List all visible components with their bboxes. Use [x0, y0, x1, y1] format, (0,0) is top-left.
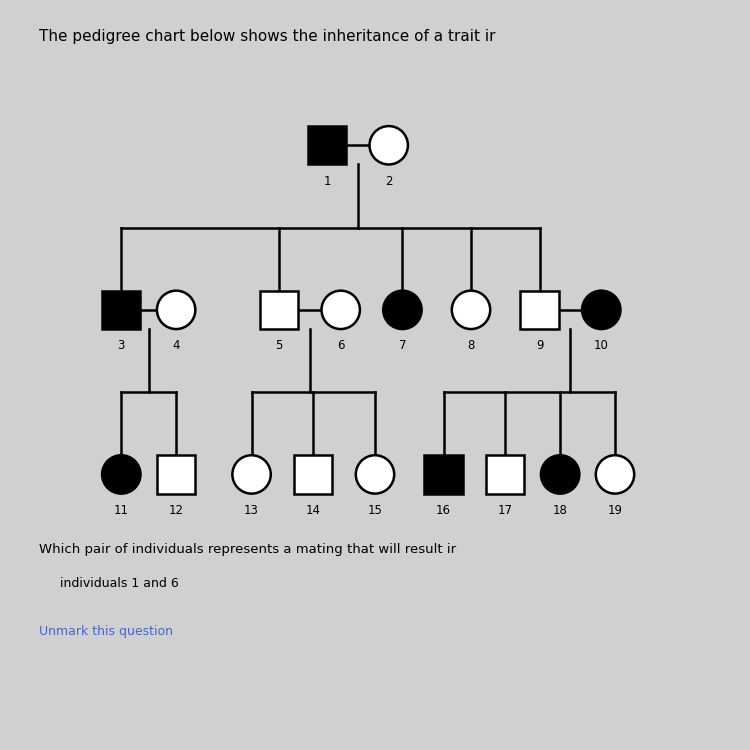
- Text: 8: 8: [467, 339, 475, 352]
- Circle shape: [370, 126, 408, 164]
- Circle shape: [322, 291, 360, 329]
- FancyBboxPatch shape: [102, 291, 140, 329]
- FancyBboxPatch shape: [486, 455, 524, 494]
- Circle shape: [157, 291, 195, 329]
- Circle shape: [232, 455, 271, 494]
- Text: 13: 13: [244, 504, 259, 517]
- FancyBboxPatch shape: [157, 455, 195, 494]
- Circle shape: [452, 291, 491, 329]
- Text: 19: 19: [608, 504, 622, 517]
- Circle shape: [541, 455, 579, 494]
- Text: 1: 1: [323, 175, 331, 188]
- Text: 10: 10: [594, 339, 609, 352]
- Text: 7: 7: [399, 339, 406, 352]
- Text: 12: 12: [169, 504, 184, 517]
- Text: The pedigree chart below shows the inheritance of a trait ir: The pedigree chart below shows the inher…: [39, 28, 496, 44]
- Text: 14: 14: [306, 504, 321, 517]
- FancyBboxPatch shape: [520, 291, 559, 329]
- Text: Unmark this question: Unmark this question: [39, 626, 173, 638]
- Text: individuals 1 and 6: individuals 1 and 6: [59, 578, 178, 590]
- Text: Which pair of individuals represents a mating that will result ir: Which pair of individuals represents a m…: [39, 543, 456, 556]
- Circle shape: [596, 455, 634, 494]
- Circle shape: [356, 455, 395, 494]
- FancyBboxPatch shape: [294, 455, 332, 494]
- Text: 16: 16: [436, 504, 451, 517]
- FancyBboxPatch shape: [308, 126, 347, 164]
- Text: 17: 17: [498, 504, 513, 517]
- Text: 3: 3: [118, 339, 125, 352]
- Text: 6: 6: [337, 339, 344, 352]
- Text: 2: 2: [385, 175, 392, 188]
- FancyBboxPatch shape: [260, 291, 299, 329]
- Text: 18: 18: [553, 504, 568, 517]
- FancyBboxPatch shape: [424, 455, 463, 494]
- Text: 15: 15: [368, 504, 382, 517]
- Text: 4: 4: [172, 339, 180, 352]
- Circle shape: [582, 291, 620, 329]
- Circle shape: [383, 291, 422, 329]
- Text: 5: 5: [275, 339, 283, 352]
- Text: 9: 9: [536, 339, 543, 352]
- Text: 11: 11: [114, 504, 129, 517]
- Circle shape: [102, 455, 140, 494]
